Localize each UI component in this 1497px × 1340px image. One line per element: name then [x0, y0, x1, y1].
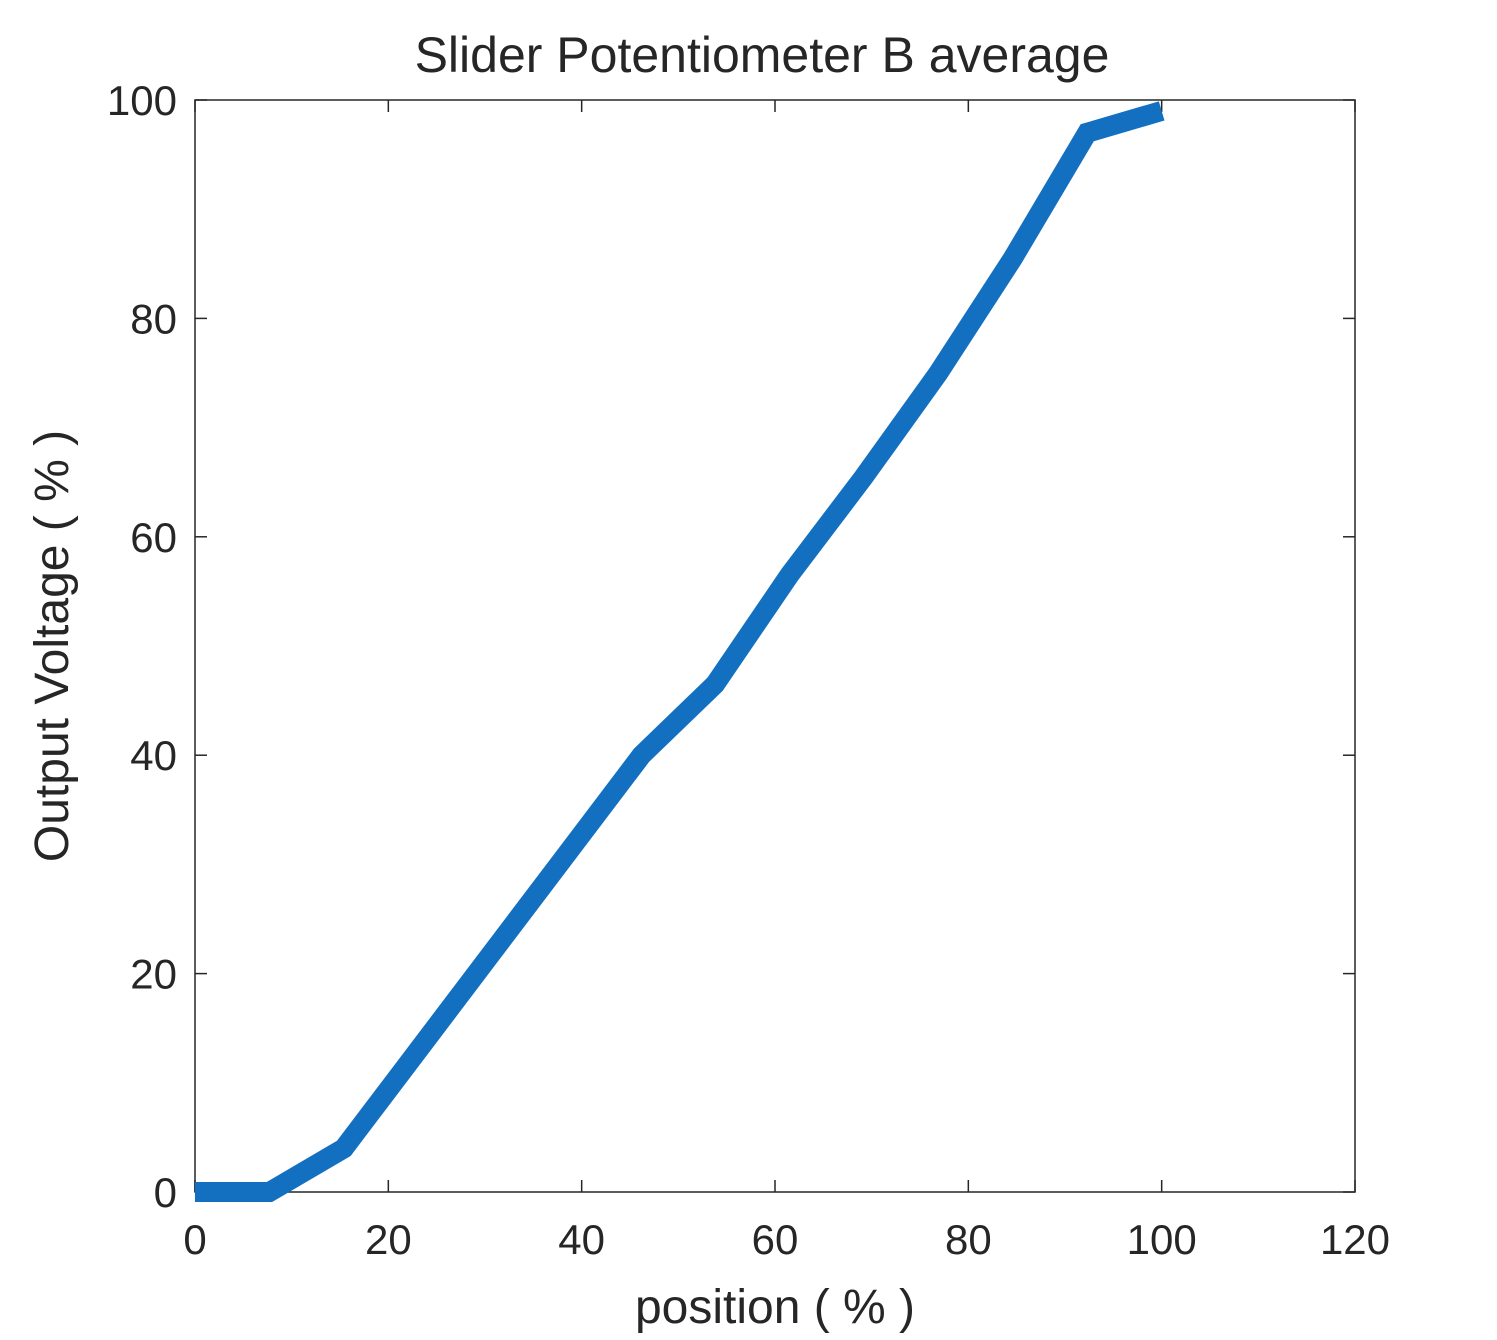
- y-tick-label: 80: [130, 295, 177, 342]
- y-tick-label: 20: [130, 951, 177, 998]
- y-tick-label: 40: [130, 732, 177, 779]
- x-tick-label: 20: [365, 1216, 412, 1263]
- x-tick-label: 80: [945, 1216, 992, 1263]
- x-axis-label: position ( % ): [635, 1281, 915, 1334]
- series-line: [195, 101, 1165, 1202]
- y-tick-label: 0: [154, 1169, 177, 1216]
- x-tick-label: 120: [1320, 1216, 1390, 1263]
- y-tick-label: 100: [107, 77, 177, 124]
- x-tick-label: 40: [558, 1216, 605, 1263]
- tick-labels: 0 20 40 60 80 100 120 0 20 40 60 80 100: [107, 77, 1390, 1263]
- y-axis-label: Output Voltage ( % ): [26, 430, 79, 862]
- series-layer: [195, 101, 1165, 1202]
- axis-ticks: [194, 99, 1356, 1193]
- y-tick-label: 60: [130, 514, 177, 561]
- x-tick-label: 0: [183, 1216, 206, 1263]
- x-tick-label: 100: [1127, 1216, 1197, 1263]
- chart-title: Slider Potentiometer B average: [415, 27, 1110, 83]
- plot-area: [194, 99, 1356, 1193]
- x-tick-label: 60: [752, 1216, 799, 1263]
